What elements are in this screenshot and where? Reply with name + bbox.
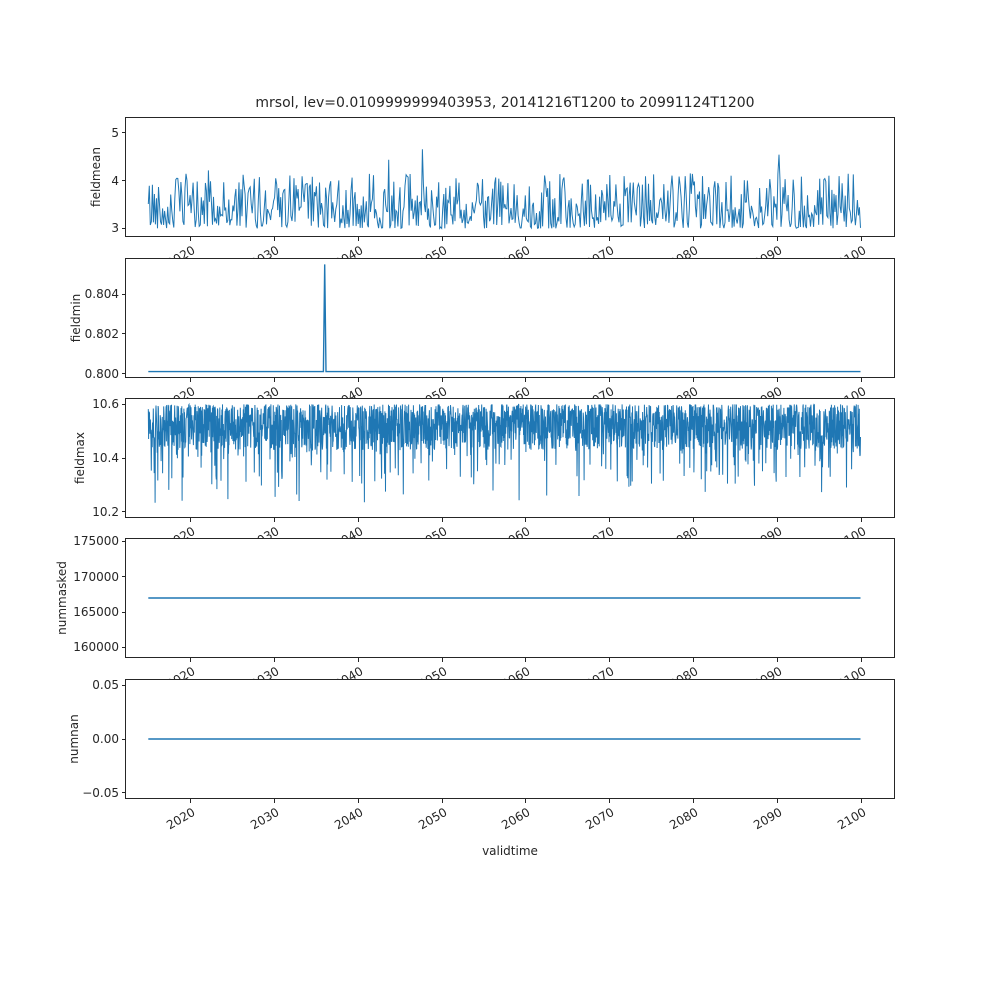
x-tick-mark [273,518,275,522]
y-tick-label: 10.6 [92,397,119,412]
x-tick-mark [441,799,443,803]
x-tick-mark [273,658,275,662]
x-tick-mark [609,799,611,803]
y-tick-label: 0.800 [84,366,119,381]
x-tick-mark [609,518,611,522]
x-tick-mark [776,658,778,662]
x-tick-mark [693,378,695,382]
x-tick-mark [357,799,359,803]
y-axis-label-numnan: numnan [67,714,81,764]
x-tick-label: 2050 [415,805,450,833]
x-tick-label: 2020 [164,805,198,833]
x-tick-mark [776,799,778,803]
x-tick-mark [693,518,695,522]
x-ticks: 2020 2030 2040 2050 2060 2070 2080 2090 2100 [126,798,894,832]
y-axis-label-nummasked: nummasked [55,561,69,635]
x-tick-mark [609,237,611,241]
x-tick-mark [776,378,778,382]
x-tick-mark [190,799,192,803]
y-tick-label: 170000 [73,569,119,584]
x-tick-mark [860,237,862,241]
fieldmin-series-line [148,264,861,373]
chart-title: mrsol, lev=0.0109999999403953, 20141216T… [255,95,755,111]
x-tick-mark [860,518,862,522]
fieldmean-line-plot [147,149,861,230]
y-tick-label: 165000 [73,605,119,620]
y-tick-label: 3 [111,221,119,236]
x-tick-mark [860,658,862,662]
x-tick-mark [190,658,192,662]
y-tick-label: 0.802 [84,326,119,341]
x-tick-mark [525,658,527,662]
x-tick-mark [693,799,695,803]
x-tick-mark [357,378,359,382]
x-tick-label: 2100 [834,805,869,833]
x-tick-label: 2060 [499,805,533,833]
x-tick-mark [609,658,611,662]
subplot-nummasked: nummasked 160000 165000 170000 175000 2020 2… [55,534,895,691]
x-tick-mark [441,658,443,662]
x-tick-mark [190,378,192,382]
x-tick-mark [357,237,359,241]
x-tick-mark [525,799,527,803]
y-axis-label-fieldmean: fieldmean [89,147,103,207]
y-tick-label: 5 [111,125,119,140]
y-tick-label: 175000 [73,534,119,549]
y-tick-label: 4 [111,173,119,188]
y-tick-label: 0.00 [92,732,119,746]
x-tick-label: 2090 [751,805,785,833]
x-tick-mark [357,658,359,662]
fieldmax-series-line [147,402,861,503]
x-tick-mark [273,237,275,241]
x-tick-mark [776,237,778,241]
fieldmean-series-line [147,149,861,230]
x-tick-mark [860,799,862,803]
fieldmin-line-plot [148,264,861,373]
x-tick-mark [525,378,527,382]
x-axis-label: validtime [482,844,538,858]
x-tick-mark [525,518,527,522]
y-axis-label-fieldmin: fieldmin [69,293,83,343]
x-tick-mark [693,237,695,241]
x-tick-mark [273,378,275,382]
y-tick-label: 10.4 [92,451,119,465]
numnan-line-plot [148,738,861,740]
y-axis-label-fieldmax: fieldmax [73,431,87,485]
x-tick-mark [441,237,443,241]
x-tick-mark [609,378,611,382]
nummasked-line-plot [148,597,861,599]
subplot-numnan: numnan −0.05 0.00 0.05 2020 2030 2040 2050 206… [67,678,895,832]
subplot-fieldmax: fieldmax 10.210.410.6 202020302040205020… [73,397,895,551]
x-tick-mark [860,378,862,382]
y-tick-label: 160000 [73,640,119,655]
x-tick-mark [441,518,443,522]
x-tick-mark [273,799,275,803]
y-tick-label: 10.2 [92,504,119,519]
x-tick-mark [190,237,192,241]
x-tick-label: 2070 [583,805,617,833]
x-tick-mark [441,378,443,382]
y-tick-label: 0.05 [92,678,119,693]
fieldmax-line-plot [147,402,861,503]
x-tick-label: 2040 [331,805,366,833]
x-tick-mark [357,518,359,522]
x-tick-mark [693,658,695,662]
x-tick-mark [190,518,192,522]
y-tick-label: 0.804 [84,287,119,302]
x-tick-mark [525,237,527,241]
x-tick-label: 2030 [247,805,282,833]
y-tick-label: −0.05 [82,785,119,800]
x-tick-label: 2080 [667,805,701,833]
x-tick-mark [776,518,778,522]
